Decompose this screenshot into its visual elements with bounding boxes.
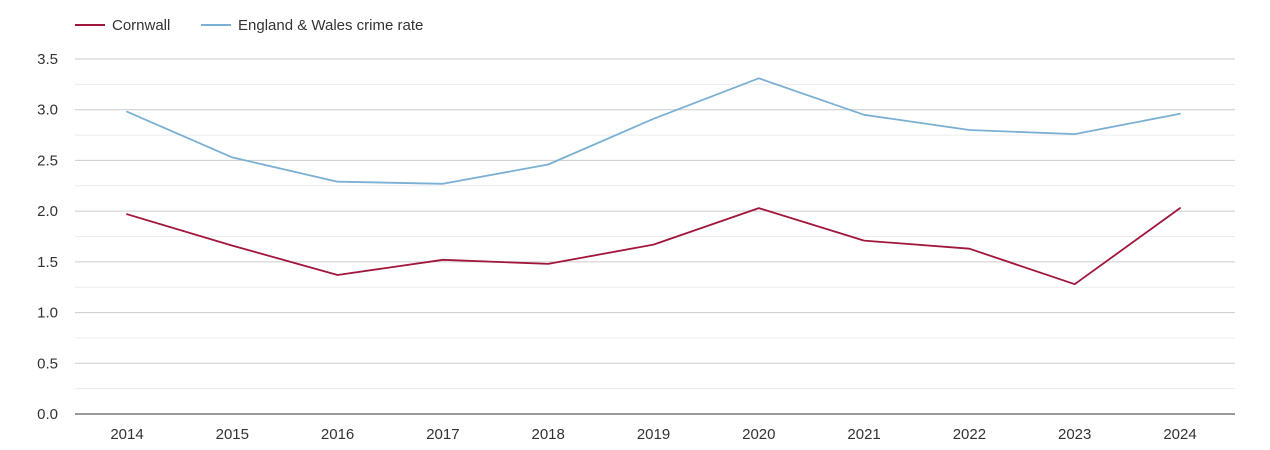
x-tick-label: 2018 <box>532 426 565 443</box>
x-tick-label: 2024 <box>1163 426 1196 443</box>
x-tick-label: 2015 <box>216 426 249 443</box>
y-tick-label: 1.0 <box>37 305 58 322</box>
x-axis: 2014 2015 2016 2017 2018 2019 2020 2021 2022 2023… <box>75 413 1235 443</box>
y-tick-label: 0.0 <box>37 406 58 423</box>
y-tick-label: 3.0 <box>37 102 58 119</box>
series-line-cornwall <box>126 207 1181 286</box>
x-tick-label: 2020 <box>742 426 775 443</box>
x-tick-label: 2021 <box>847 426 880 443</box>
y-tick-label: 2.0 <box>37 203 58 220</box>
y-tick-label: 3.5 <box>37 51 58 68</box>
legend-label: England & Wales crime rate <box>238 17 423 34</box>
x-tick-label: 2016 <box>321 426 354 443</box>
series-line-england-wales-crime-rate <box>126 77 1181 185</box>
series-lines <box>126 77 1181 286</box>
x-tick-label: 2017 <box>426 426 459 443</box>
legend: Cornwall England & Wales crime rate <box>75 17 423 34</box>
y-axis: 0.0 0.5 1.0 1.5 2.0 2.5 3.0 3.5 <box>37 51 58 423</box>
x-tick-label: 2019 <box>637 426 670 443</box>
legend-label: Cornwall <box>112 17 170 34</box>
y-tick-label: 2.5 <box>37 152 58 169</box>
x-tick-label: 2023 <box>1058 426 1091 443</box>
y-tick-label: 0.5 <box>37 355 58 372</box>
y-tick-label: 1.5 <box>37 254 58 271</box>
x-tick-label: 2022 <box>953 426 986 443</box>
x-tick-label: 2014 <box>110 426 143 443</box>
grid-lines <box>75 58 1235 390</box>
